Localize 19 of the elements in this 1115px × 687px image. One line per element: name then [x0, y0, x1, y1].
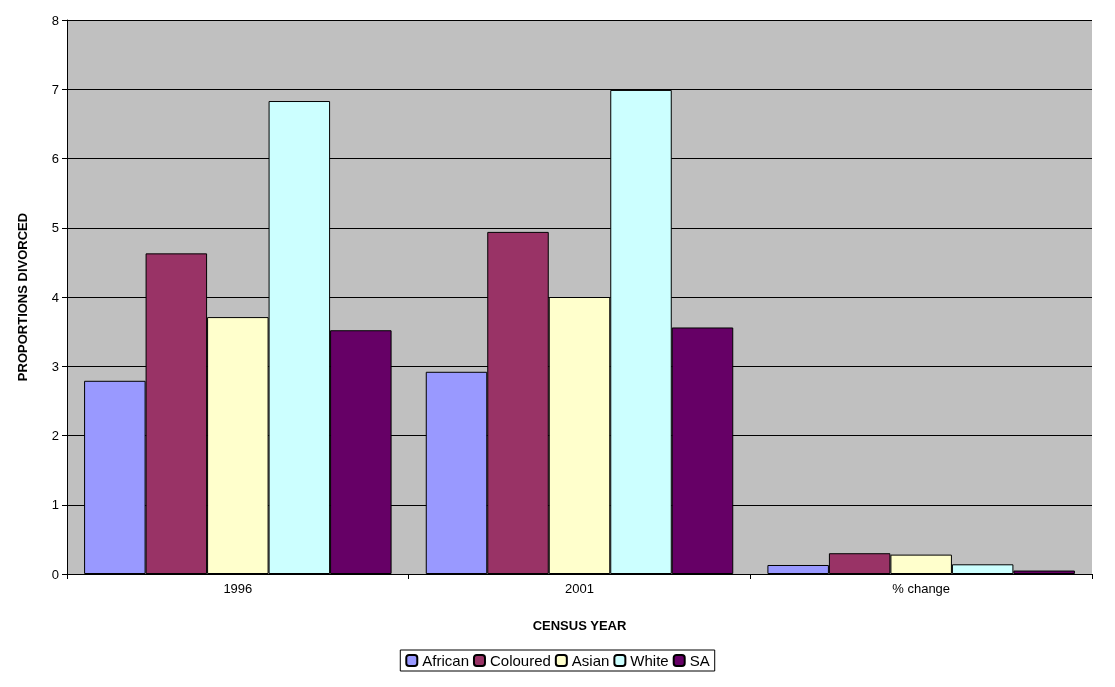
legend-label: African [422, 652, 469, 669]
y-tick-label: 7 [51, 81, 59, 97]
y-tick-label: 6 [51, 151, 59, 166]
legend-label: Asian [571, 652, 610, 669]
x-tick-label: 1996 [223, 581, 253, 596]
x-tick-label: 2001 [565, 581, 594, 596]
y-tick-label: 4 [51, 289, 59, 305]
legend-label: White [630, 652, 669, 669]
x-axis-title: CENSUS YEAR [532, 618, 627, 633]
y-tick-label: 0 [51, 566, 59, 582]
y-tick-label: 3 [51, 358, 59, 374]
legend-label: Coloured [489, 652, 551, 669]
y-axis-title: PROPORTIONS DIVORCED [15, 212, 30, 382]
x-tick-label: % change [892, 581, 951, 596]
legend-label: SA [689, 652, 710, 669]
y-tick-label: 5 [51, 220, 59, 236]
y-tick-label: 1 [51, 497, 59, 513]
y-tick-label: 8 [51, 12, 59, 28]
y-tick-label: 2 [51, 428, 59, 443]
